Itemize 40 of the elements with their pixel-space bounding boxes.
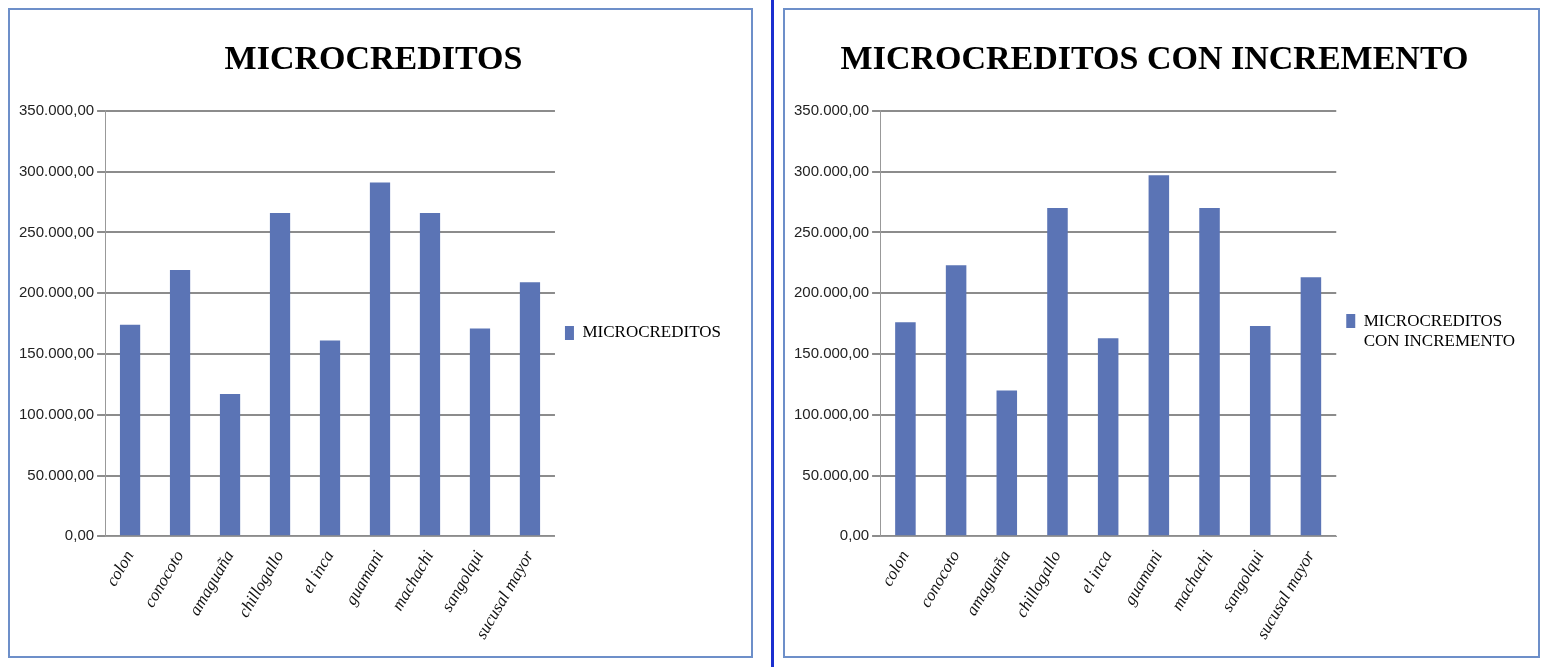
bar <box>119 324 141 536</box>
bar <box>469 328 491 536</box>
y-tick-label: 200.000,00 <box>19 283 95 301</box>
bar <box>169 270 191 536</box>
y-tick-label: 350.000,00 <box>794 100 870 118</box>
y-tick-label: 0,00 <box>839 526 870 544</box>
chart-title: MICROCREDITOS CON INCREMENTO <box>840 39 1469 77</box>
bar <box>895 322 916 536</box>
chart-title: MICROCREDITOS <box>224 39 523 77</box>
bar <box>1097 338 1119 536</box>
bar <box>1300 277 1322 536</box>
y-tick-label: 50.000,00 <box>27 465 95 483</box>
bar <box>319 340 341 536</box>
y-tick-label: 100.000,00 <box>19 404 95 422</box>
bar <box>519 282 541 536</box>
legend-label: MICROCREDITOS CON INCREMENTO <box>1363 310 1516 350</box>
y-tick-label: 100.000,00 <box>794 404 870 422</box>
y-tick-label: 300.000,00 <box>794 161 870 179</box>
bar <box>1199 208 1220 536</box>
y-tick-label: 250.000,00 <box>19 222 95 240</box>
bar <box>419 212 441 536</box>
bar <box>269 212 291 536</box>
x-tick-label: el inca <box>1076 547 1116 597</box>
bar <box>1148 175 1170 536</box>
y-tick-label: 50.000,00 <box>802 465 870 483</box>
y-tick-label: 200.000,00 <box>794 283 870 301</box>
y-tick-label: 150.000,00 <box>794 344 870 362</box>
legend-label: MICROCREDITOS <box>582 322 722 342</box>
bar <box>945 265 967 536</box>
bar <box>996 390 1018 536</box>
y-tick-label: 300.000,00 <box>19 161 95 179</box>
y-tick-label: 150.000,00 <box>19 344 95 362</box>
y-tick-label: 0,00 <box>64 526 95 544</box>
y-tick-label: 350.000,00 <box>19 100 95 118</box>
bar <box>369 182 391 536</box>
bar <box>1047 208 1068 536</box>
bar <box>1249 326 1271 536</box>
x-tick-label: el inca <box>298 547 338 597</box>
y-tick-label: 250.000,00 <box>794 222 870 240</box>
bar <box>219 394 241 536</box>
